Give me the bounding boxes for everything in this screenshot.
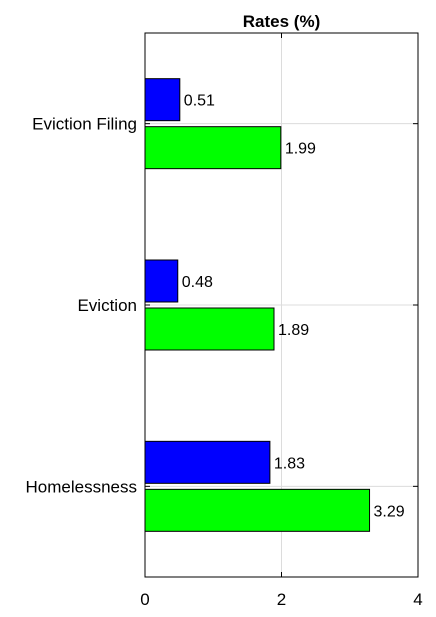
y-category-label: Homelessness: [26, 477, 138, 496]
bar: [144, 126, 282, 170]
data-label: 0.51: [184, 93, 215, 110]
bar: [144, 488, 371, 532]
bar: [144, 259, 179, 303]
x-tick-label: 2: [277, 590, 286, 609]
chart-title: Rates (%): [243, 12, 320, 31]
data-label: 3.29: [374, 503, 405, 520]
grid: [145, 33, 418, 577]
ticks: [144, 33, 419, 577]
bar: [144, 307, 275, 351]
labels: 0 2 4 Eviction Filing Eviction Homelessness 0.…: [26, 93, 423, 609]
data-label: 1.83: [274, 455, 305, 472]
bars: [144, 78, 371, 532]
bar: [144, 78, 181, 122]
data-label: 0.48: [182, 274, 213, 291]
x-tick-label: 4: [413, 590, 422, 609]
bar: [144, 440, 271, 484]
y-category-label: Eviction Filing: [32, 115, 137, 134]
data-label: 1.89: [278, 322, 309, 339]
x-tick-label: 0: [140, 590, 149, 609]
data-label: 1.99: [285, 141, 316, 158]
y-category-label: Eviction: [77, 296, 137, 315]
